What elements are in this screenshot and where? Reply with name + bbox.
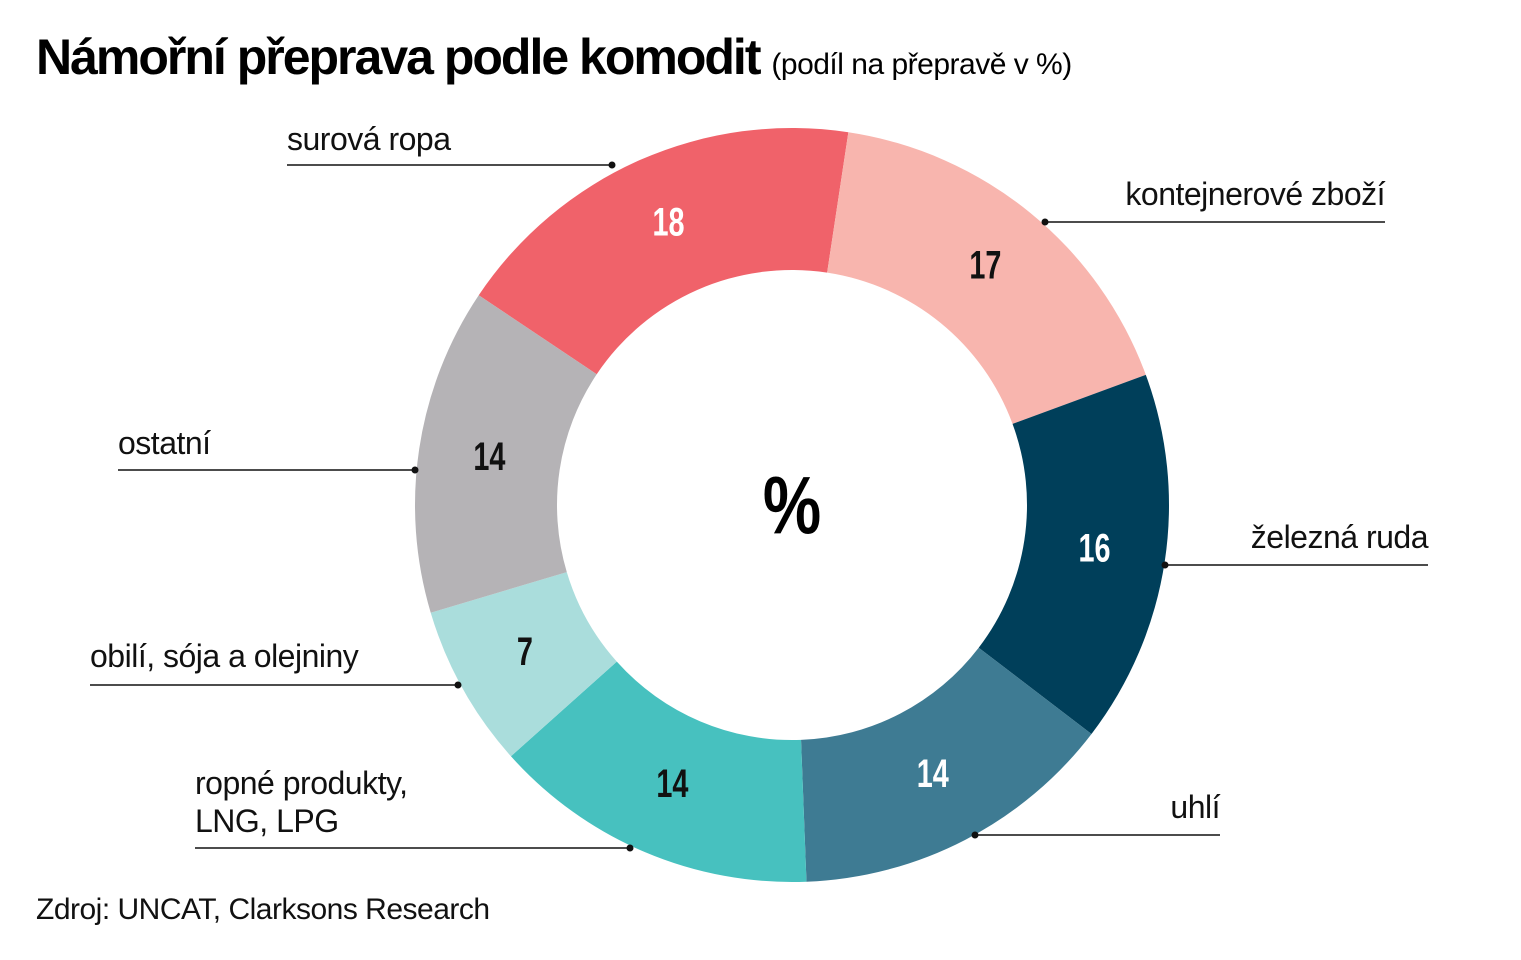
leader-dot [1161, 561, 1169, 569]
value-label: 17 [969, 243, 1001, 288]
chart-title: Námořní přeprava podle komodit [36, 29, 761, 85]
value-label: 14 [917, 752, 950, 797]
value-label: 7 [517, 629, 533, 674]
leader-dot [626, 844, 634, 852]
value-label: 14 [473, 434, 506, 479]
chart-title-block: Námořní přeprava podle komodit (podíl na… [36, 28, 1072, 86]
value-label: 16 [1079, 526, 1111, 571]
donut-segment [430, 572, 617, 757]
chart-subtitle: (podíl na přepravě v %) [771, 48, 1072, 81]
category-label: ropné produkty, LNG, LPG [195, 765, 408, 839]
category-label: surová ropa [287, 121, 451, 157]
donut-segment [415, 295, 597, 613]
donut-segment [510, 661, 807, 882]
donut-segment [801, 647, 1092, 882]
donut-segment [827, 132, 1146, 424]
leader-dot [608, 161, 616, 169]
value-label: 14 [656, 762, 689, 807]
leader-dot [1041, 218, 1049, 226]
leader-dot [411, 466, 419, 474]
category-label: železná ruda [1250, 519, 1429, 555]
center-label: % [763, 460, 821, 552]
leader-dot [454, 681, 462, 689]
donut-segment [478, 128, 849, 375]
category-label: uhlí [1170, 789, 1220, 825]
category-label: ostatní [118, 425, 211, 461]
category-label: obilí, sója a olejniny [90, 638, 359, 674]
donut-segment [978, 374, 1170, 734]
source: Zdroj: UNCAT, Clarksons Research [36, 893, 490, 926]
value-label: 18 [652, 200, 684, 245]
leader-dot [971, 831, 979, 839]
category-label: kontejnerové zboží [1125, 176, 1385, 212]
